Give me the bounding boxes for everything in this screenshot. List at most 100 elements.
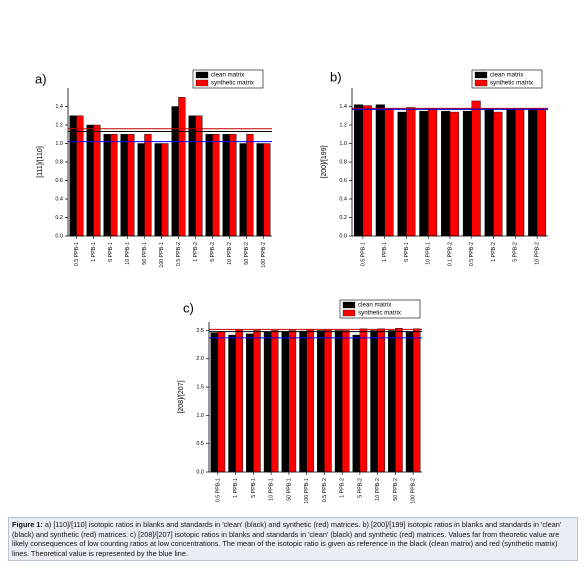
y-tick-label: 0.4 <box>55 196 63 202</box>
bar <box>462 110 472 237</box>
y-tick-label: 0.6 <box>55 178 63 184</box>
y-tick-label: 2.0 <box>196 356 204 362</box>
x-tick-label: 5 PPB-1 <box>404 242 410 262</box>
x-tick-label: 0.5 PPB-1 <box>74 242 80 266</box>
x-tick-label: 10 PPB-2 <box>227 242 233 265</box>
y-axis-label: [111]/[110] <box>37 146 44 178</box>
y-tick-label: 0.4 <box>339 196 347 202</box>
bar <box>370 330 378 473</box>
x-tick-label: 5 PPB-1 <box>251 478 257 498</box>
bar <box>144 134 152 237</box>
bar <box>69 115 77 237</box>
y-tick-label: 0.5 <box>196 441 204 447</box>
y-tick-label: 1.4 <box>55 104 63 110</box>
bar <box>299 330 307 473</box>
caption-text: a) [110]/[110] isotopic ratios in blanks… <box>12 520 562 558</box>
legend-label: clean matrix <box>358 302 392 309</box>
legend-label: synthetic matrix <box>490 80 534 87</box>
y-tick-label: 1.0 <box>196 413 204 419</box>
bar <box>412 328 421 473</box>
bar <box>217 331 226 473</box>
legend-swatch <box>474 79 488 87</box>
bar <box>362 105 372 237</box>
figure: a) [111]/[110] 0.0 0.2 0.4 0.6 0.8 1.0 1.2 1.4 0.5… <box>35 69 548 504</box>
bar <box>341 330 350 473</box>
bar <box>239 143 247 237</box>
bar <box>120 134 128 237</box>
bar <box>353 104 364 237</box>
x-tick-label: 0.5 PPB-1 <box>215 478 221 502</box>
y-tick-label: 1.0 <box>55 141 63 147</box>
x-tick-label: 0.5 PPB-2 <box>176 242 182 266</box>
bar <box>205 134 213 237</box>
legend-swatch <box>342 309 356 317</box>
bar <box>515 109 525 237</box>
x-tick-label: 0.5 PPB-2 <box>469 242 475 266</box>
bar <box>506 109 516 237</box>
legend-label: synthetic matrix <box>211 80 255 87</box>
legend-box <box>339 299 421 319</box>
y-tick-label: 0.2 <box>339 215 347 221</box>
legend-label: clean matrix <box>490 72 524 79</box>
y-tick-label: 1.0 <box>339 141 347 147</box>
bar <box>222 134 230 237</box>
bar <box>195 115 203 237</box>
bar <box>281 331 290 473</box>
bar <box>246 134 254 237</box>
bar <box>246 333 254 473</box>
bar <box>178 97 186 237</box>
bar <box>528 108 538 237</box>
bar <box>377 328 385 473</box>
bar <box>76 115 84 237</box>
bar <box>288 330 297 473</box>
panel-label: c) <box>183 300 194 315</box>
bar <box>263 143 271 237</box>
y-tick-label: 0.8 <box>339 159 347 165</box>
bar <box>229 134 237 237</box>
bar <box>352 334 361 473</box>
x-tick-label: 1 PPB-1 <box>91 242 97 262</box>
legend-swatch <box>195 71 209 79</box>
x-tick-label: 5 PPB-2 <box>513 242 519 262</box>
bar <box>359 328 368 473</box>
bar <box>110 134 118 237</box>
x-tick-label: 10 PPB-1 <box>269 478 275 501</box>
bar <box>493 111 503 237</box>
bar <box>127 134 135 237</box>
bar <box>441 110 451 237</box>
x-tick-label: 50 PPB-2 <box>244 242 250 265</box>
bar <box>171 106 179 237</box>
x-tick-label: 0.5 PPB-1 <box>360 242 366 266</box>
y-tick-label: 0.8 <box>55 159 63 165</box>
bar <box>212 134 220 237</box>
x-tick-label: 1 PPB-2 <box>340 478 346 498</box>
bar <box>103 134 111 237</box>
legend-swatch <box>474 71 488 79</box>
y-tick-label: 0.6 <box>339 178 347 184</box>
x-tick-label: 1 PPB-2 <box>491 242 497 262</box>
bar <box>317 330 325 473</box>
x-tick-label: 100 PPB-2 <box>411 478 417 504</box>
bar <box>154 143 162 237</box>
panel-label: a) <box>35 71 47 86</box>
legend-box <box>471 69 543 89</box>
y-axis-label: [200]/[199] <box>321 145 328 178</box>
x-tick-label: 50 PPB-1 <box>286 478 292 501</box>
x-tick-label: 10 PPB-2 <box>375 478 381 501</box>
bar <box>263 331 272 473</box>
x-tick-label: 100 PPB-1 <box>304 478 310 504</box>
caption: Figure 1: a) [110]/[110] isotopic ratios… <box>8 517 578 562</box>
bar <box>228 334 236 473</box>
bar <box>324 329 332 473</box>
bar <box>395 328 403 473</box>
bar <box>484 108 494 237</box>
bar <box>188 115 196 237</box>
bar <box>449 111 459 237</box>
bar <box>388 330 396 473</box>
legend-swatch <box>195 79 209 87</box>
bar <box>161 143 169 237</box>
bar <box>375 104 385 237</box>
y-tick-label: 1.2 <box>339 122 347 128</box>
y-tick-label: 0.2 <box>55 215 63 221</box>
